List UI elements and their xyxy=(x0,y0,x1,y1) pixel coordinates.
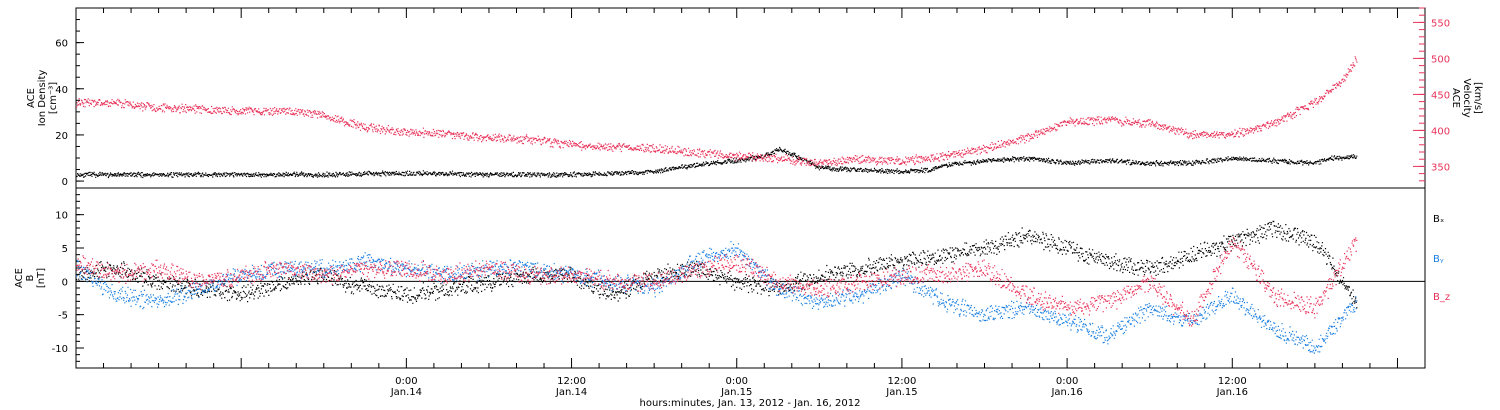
top-right-tick-label: 350 xyxy=(1431,162,1450,173)
bottom-ylabel-line3: [nT] xyxy=(36,268,47,288)
ion-density-points xyxy=(76,146,1358,179)
top-left-tick-label: 60 xyxy=(55,39,68,50)
x-tick-label-time: 12:00 xyxy=(1218,376,1247,387)
bottom-panel-frame xyxy=(75,187,1426,369)
top-left-tick-label: 40 xyxy=(55,85,68,96)
top-right-tick-label: 500 xyxy=(1431,54,1450,65)
bottom-left-tick-label: 5 xyxy=(62,244,68,255)
bottom-left-tick-label: 10 xyxy=(55,211,68,222)
top-left-tick-label: 20 xyxy=(55,131,68,142)
x-tick-label-time: 12:00 xyxy=(557,376,586,387)
bottom-ylabel-line1: ACE xyxy=(14,268,25,288)
bottom-left-tick-label: 0 xyxy=(62,277,68,288)
chart-marks-layer: 0204060350400450500550-10-505100:00Jan.1… xyxy=(52,7,1450,398)
x-axis-label: hours:minutes, Jan. 13, 2012 - Jan. 16, … xyxy=(640,398,861,409)
top-right-ylabel-line3: [km/s] xyxy=(1472,82,1483,114)
top-panel-frame xyxy=(75,7,1426,189)
top-left-ylabel-line1: ACE xyxy=(26,88,37,108)
x-tick-label-time: 0:00 xyxy=(726,376,748,387)
legend-bz: B_z xyxy=(1433,292,1450,303)
x-tick-label-date: Jan.15 xyxy=(720,387,752,398)
top-right-ylabel-line2: Velocity xyxy=(1461,78,1472,117)
x-tick-label-time: 12:00 xyxy=(888,376,917,387)
top-left-ylabel-line3: [cm⁻³] xyxy=(48,82,59,114)
x-tick-label-date: Jan.16 xyxy=(1050,387,1082,398)
velocity-points xyxy=(76,56,1358,168)
top-right-ylabel-line1: ACE xyxy=(1450,88,1461,108)
top-right-tick-label: 550 xyxy=(1431,18,1450,29)
bottom-left-tick-label: -5 xyxy=(58,311,68,322)
x-tick-label-date: Jan.14 xyxy=(390,387,422,398)
by-points xyxy=(76,241,1358,354)
bottom-left-tick-label: -10 xyxy=(52,344,68,355)
x-tick-label-date: Jan.15 xyxy=(885,387,917,398)
legend-bx: Bₓ xyxy=(1433,214,1444,225)
x-tick-label-time: 0:00 xyxy=(395,376,417,387)
x-tick-label-date: Jan.14 xyxy=(555,387,587,398)
top-right-tick-label: 400 xyxy=(1431,126,1450,137)
bottom-ylabel-line2: B xyxy=(25,274,36,281)
top-right-tick-label: 450 xyxy=(1431,90,1450,101)
top-left-tick-label: 0 xyxy=(62,177,68,188)
top-left-ylabel-line2: Ion Density xyxy=(37,70,48,127)
x-tick-label-date: Jan.16 xyxy=(1216,387,1248,398)
bz-points xyxy=(76,236,1358,327)
x-tick-label-time: 0:00 xyxy=(1056,376,1078,387)
legend-by: Bᵧ xyxy=(1433,254,1444,265)
